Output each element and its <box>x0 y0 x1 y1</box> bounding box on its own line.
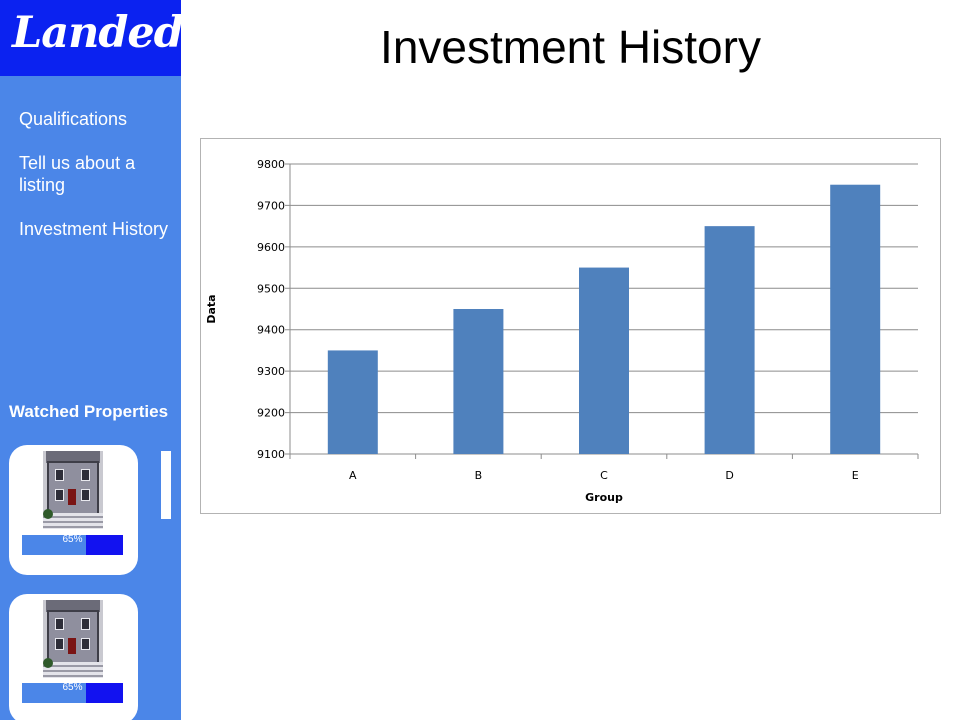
x-tick-label: B <box>475 469 483 482</box>
page-title: Investment History <box>380 21 761 73</box>
property-image <box>43 451 103 529</box>
property-card[interactable]: 65% <box>9 445 138 575</box>
bar <box>579 267 629 454</box>
nav-item-investment-history[interactable]: Investment History <box>19 219 169 239</box>
x-tick-label: E <box>852 469 859 482</box>
x-tick-label: D <box>725 469 733 482</box>
progress-bar: 65% <box>22 682 123 703</box>
watched-properties-heading: Watched Properties <box>9 402 169 421</box>
sidebar: Landed. Qualifications Tell us about a l… <box>0 0 181 720</box>
watched-scrollbar-thumb[interactable] <box>161 451 171 519</box>
chart-svg: 9100 9200 9300 9400 9500 9600 9700 9800 A B C D E Gro… <box>205 158 919 504</box>
x-tick-label: C <box>600 469 608 482</box>
y-tick-label: 9700 <box>257 199 285 212</box>
progress-bar: 65% <box>22 534 123 555</box>
progress-fill <box>22 535 86 555</box>
progress-label: 65% <box>62 682 83 693</box>
property-card[interactable]: 65% <box>9 594 138 720</box>
bar <box>830 184 881 454</box>
y-tick-label: 9400 <box>257 324 285 337</box>
x-tick-label: A <box>349 469 357 482</box>
y-tick-label: 9600 <box>257 241 285 254</box>
y-tick-label: 9500 <box>257 282 285 295</box>
y-tick-label: 9200 <box>257 407 285 420</box>
logo[interactable]: Landed. <box>0 0 181 76</box>
logo-text: Landed. <box>12 8 181 58</box>
property-image <box>43 600 103 678</box>
nav-item-tell-us-about-a-listing[interactable]: Tell us about a listing <box>19 153 136 195</box>
progress-label: 65% <box>62 534 83 545</box>
y-tick-label: 9100 <box>257 448 285 461</box>
y-axis-label: Data <box>205 294 218 323</box>
progress-fill <box>22 683 86 703</box>
bar <box>327 350 378 454</box>
y-tick-label: 9800 <box>257 158 285 171</box>
bar <box>704 226 755 454</box>
nav-item-qualifications[interactable]: Qualifications <box>19 109 128 129</box>
x-axis-label: Group <box>585 491 623 504</box>
investment-chart: 9100 9200 9300 9400 9500 9600 9700 9800 A B C D E Gro… <box>200 138 941 514</box>
bar <box>453 309 504 454</box>
y-tick-label: 9300 <box>257 365 285 378</box>
